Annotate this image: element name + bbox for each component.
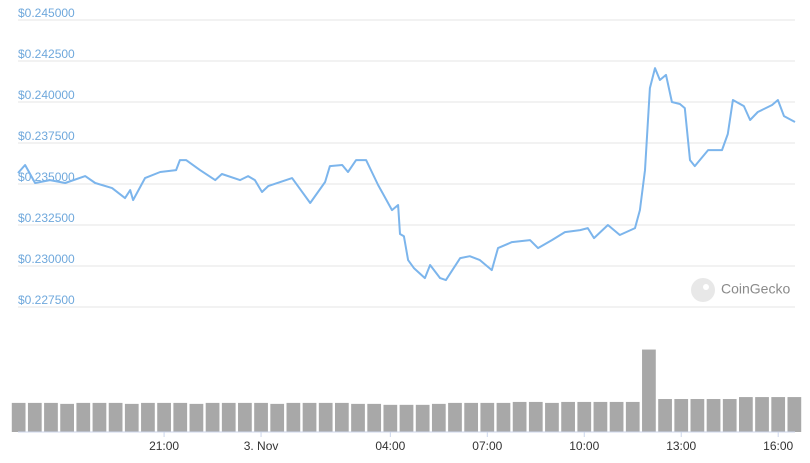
volume-bar [141, 402, 155, 432]
volume-bar [399, 404, 414, 432]
volume-bar [302, 402, 317, 432]
volume-bar [593, 401, 608, 432]
y-tick-label: $0.242500 [18, 47, 75, 61]
x-tick-label: 04:00 [375, 439, 405, 453]
volume-bar [334, 402, 349, 432]
volume-bar [545, 402, 559, 432]
volume-bar [76, 402, 91, 432]
volume-bar [11, 402, 26, 432]
volume-bar [157, 402, 171, 432]
volume-bar [561, 401, 575, 432]
volume-bar [658, 399, 672, 432]
volume-bar [124, 403, 139, 432]
volume-bar [270, 403, 285, 432]
volume-bar [92, 402, 107, 432]
volume-bar [512, 401, 527, 432]
volume-bar [577, 401, 592, 432]
volume-bar [609, 401, 624, 432]
volume-bar [238, 402, 252, 432]
volume-bar [415, 404, 430, 432]
watermark: CoinGecko [691, 278, 790, 302]
y-tick-label: $0.245000 [18, 6, 75, 20]
volume-bar [44, 402, 58, 432]
watermark-icon-eye [703, 284, 709, 290]
volume-bar [431, 403, 446, 432]
y-tick-label: $0.235000 [18, 170, 75, 184]
volume-bar [642, 349, 656, 432]
volume-bar [674, 399, 689, 432]
volume-bar [787, 397, 802, 432]
y-tick-label: $0.227500 [18, 293, 75, 307]
volume-bar [755, 397, 769, 432]
watermark-icon [691, 278, 715, 302]
price-line [17, 67, 796, 282]
volume-bar [464, 402, 479, 432]
x-tick-label: 10:00 [569, 439, 599, 453]
volume-bar [351, 403, 365, 432]
volume-bar [625, 401, 640, 432]
volume-bar [739, 397, 753, 432]
volume-bar [690, 399, 705, 432]
x-tick-label: 3. Nov [244, 439, 279, 453]
y-tick-label: $0.237500 [18, 129, 75, 143]
volume-bar [286, 402, 301, 432]
volume-bar [448, 402, 462, 432]
volume-bar [318, 402, 333, 432]
volume-bar [480, 402, 495, 432]
plot: $0.245000 $0.242500 $0.240000 $0.237500 $0.2… [11, 6, 802, 453]
x-tick-label: 21:00 [149, 439, 179, 453]
volume-bar [383, 404, 398, 432]
volume-bar [367, 403, 382, 432]
volume-bar [205, 402, 220, 432]
volume-bar [221, 402, 236, 432]
x-tick-label: 16:00 [763, 439, 793, 453]
volume-bar [722, 399, 737, 432]
volume-bar [189, 403, 204, 432]
volume-bar [771, 397, 786, 432]
volume-bar [254, 402, 268, 432]
watermark-text: CoinGecko [721, 281, 790, 297]
volume-bar [60, 403, 74, 432]
y-tick-label: $0.240000 [18, 88, 75, 102]
volume-bar [496, 402, 511, 432]
volume-bar [27, 402, 42, 432]
volume-bar [706, 399, 721, 432]
volume-bar [173, 402, 188, 432]
volume-bar [108, 402, 123, 432]
y-tick-label: $0.230000 [18, 252, 75, 266]
x-tick-label: 13:00 [666, 439, 696, 453]
volume-bar [528, 401, 543, 432]
x-tick-label: 07:00 [472, 439, 502, 453]
y-tick-label: $0.232500 [18, 211, 75, 225]
